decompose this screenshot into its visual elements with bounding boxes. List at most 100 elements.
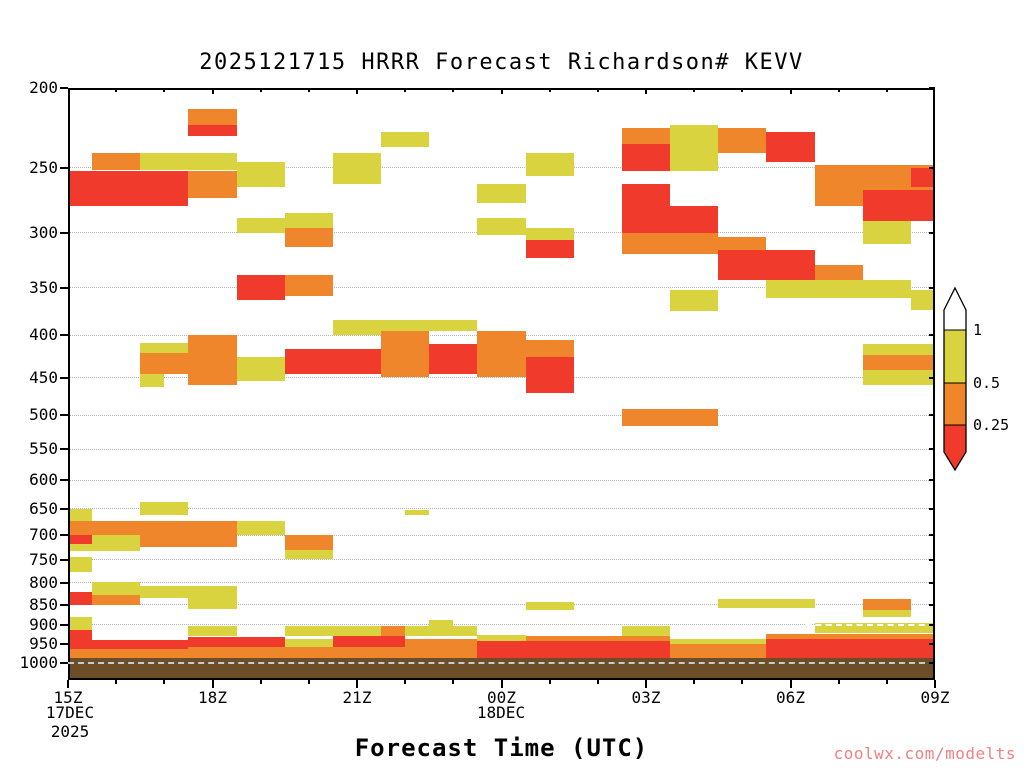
colorbar-segment-white bbox=[944, 288, 966, 330]
colorbar-segment-red bbox=[944, 425, 966, 470]
richardson-cell bbox=[621, 232, 719, 254]
richardson-cell bbox=[92, 582, 141, 596]
richardson-cell bbox=[621, 144, 671, 171]
richardson-cell bbox=[92, 535, 141, 552]
richardson-cell bbox=[68, 616, 93, 630]
richardson-cell bbox=[188, 125, 237, 137]
richardson-cell bbox=[477, 634, 526, 643]
x-axis-tick-top bbox=[356, 88, 358, 94]
y-axis-tick bbox=[60, 534, 68, 537]
y-axis-tick-right bbox=[929, 286, 935, 289]
richardson-cell bbox=[68, 170, 189, 206]
x-axis-tick-bottom bbox=[404, 680, 407, 684]
richardson-cell bbox=[68, 535, 93, 545]
x-axis-tick-top bbox=[741, 88, 744, 92]
y-axis-tick bbox=[60, 581, 68, 584]
richardson-cell bbox=[814, 622, 935, 633]
pressure-gridline bbox=[68, 414, 935, 416]
richardson-cell bbox=[140, 535, 237, 548]
richardson-cell bbox=[814, 189, 863, 206]
richardson-cell bbox=[718, 237, 767, 251]
richardson-cell bbox=[68, 520, 237, 536]
richardson-cell bbox=[284, 275, 333, 296]
richardson-cell bbox=[236, 520, 285, 536]
x-axis-tick-bottom bbox=[885, 680, 888, 684]
y-axis-tick-right bbox=[929, 643, 935, 646]
richardson-cell bbox=[236, 218, 285, 233]
x-tick-label: 09Z bbox=[920, 688, 950, 707]
y-axis-tick bbox=[60, 623, 68, 626]
x-axis-tick-top bbox=[307, 88, 310, 92]
colorbar-segment-orange bbox=[944, 383, 966, 425]
richardson-cell bbox=[910, 289, 935, 310]
richardson-cell bbox=[862, 370, 935, 385]
colorbar-label-05: 0.5 bbox=[973, 374, 1000, 392]
richardson-cell bbox=[718, 250, 815, 280]
x-tick-label: 15Z bbox=[53, 688, 83, 707]
richardson-cell bbox=[405, 510, 430, 515]
richardson-cell bbox=[188, 637, 285, 648]
x-axis-tick-bottom bbox=[934, 680, 936, 688]
y-tick-label: 250 bbox=[29, 157, 58, 177]
x-axis-title: Forecast Time (UTC) bbox=[354, 734, 649, 762]
richardson-cell bbox=[670, 643, 767, 655]
y-axis-tick bbox=[60, 414, 68, 417]
richardson-cell bbox=[862, 189, 935, 221]
pressure-gridline bbox=[68, 508, 935, 510]
x-axis-tick-top bbox=[452, 88, 455, 92]
y-tick-label: 450 bbox=[29, 367, 58, 387]
y-axis-tick-right bbox=[929, 334, 935, 337]
x-axis-tick-bottom bbox=[115, 680, 118, 684]
pressure-gridline bbox=[68, 448, 935, 450]
richardson-cell bbox=[405, 638, 478, 648]
richardson-cell bbox=[766, 653, 935, 659]
y-tick-label: 300 bbox=[29, 222, 58, 242]
richardson-cell bbox=[236, 357, 285, 382]
richardson-cell bbox=[766, 279, 911, 298]
x-axis-tick-top bbox=[500, 88, 503, 94]
richardson-cell bbox=[477, 184, 526, 203]
y-axis-tick bbox=[60, 558, 68, 561]
richardson-cell bbox=[188, 625, 237, 636]
y-tick-label: 550 bbox=[29, 439, 58, 459]
pressure-gridline bbox=[68, 559, 935, 561]
richardson-cell bbox=[381, 330, 430, 378]
y-axis-tick bbox=[60, 376, 68, 379]
x-tick-label: 06Z bbox=[776, 688, 805, 707]
y-axis-tick bbox=[60, 334, 68, 337]
y-tick-label: 650 bbox=[29, 498, 58, 518]
x-axis-tick-bottom bbox=[500, 680, 503, 688]
x-axis-tick-top bbox=[885, 88, 888, 92]
richardson-cell bbox=[68, 544, 93, 552]
pressure-gridline bbox=[68, 624, 935, 626]
richardson-cell bbox=[477, 641, 671, 655]
dashed-level-line bbox=[804, 623, 935, 626]
richardson-cell bbox=[766, 638, 935, 654]
y-axis-tick-right bbox=[929, 661, 935, 664]
richardson-cell bbox=[718, 128, 767, 154]
x-tick-label: 21Z bbox=[342, 688, 372, 707]
y-tick-label: 800 bbox=[29, 572, 58, 592]
richardson-cell bbox=[766, 633, 935, 640]
x-tick-label: 00Z bbox=[487, 688, 516, 707]
richardson-cell bbox=[188, 598, 237, 609]
y-axis-tick-right bbox=[929, 376, 935, 379]
richardson-cell bbox=[68, 629, 93, 641]
y-axis-tick-right bbox=[929, 479, 935, 482]
x-axis-tick-bottom bbox=[259, 680, 262, 684]
richardson-cell bbox=[140, 342, 189, 353]
richardson-cell bbox=[284, 348, 382, 374]
richardson-cell bbox=[862, 609, 911, 617]
richardson-cell bbox=[525, 227, 574, 240]
richardson-cell bbox=[477, 218, 526, 236]
richardson-cell bbox=[814, 264, 863, 280]
x-axis-tick-bottom bbox=[693, 680, 696, 684]
richardson-cell bbox=[670, 289, 719, 312]
x-axis-tick-top bbox=[645, 88, 647, 94]
richardson-cell bbox=[140, 373, 165, 387]
richardson-cell bbox=[381, 625, 406, 636]
x-axis-tick-top bbox=[259, 88, 262, 92]
y-axis-tick-right bbox=[929, 507, 935, 510]
x-axis-tick-bottom bbox=[163, 680, 166, 684]
richardson-cell bbox=[862, 355, 935, 371]
